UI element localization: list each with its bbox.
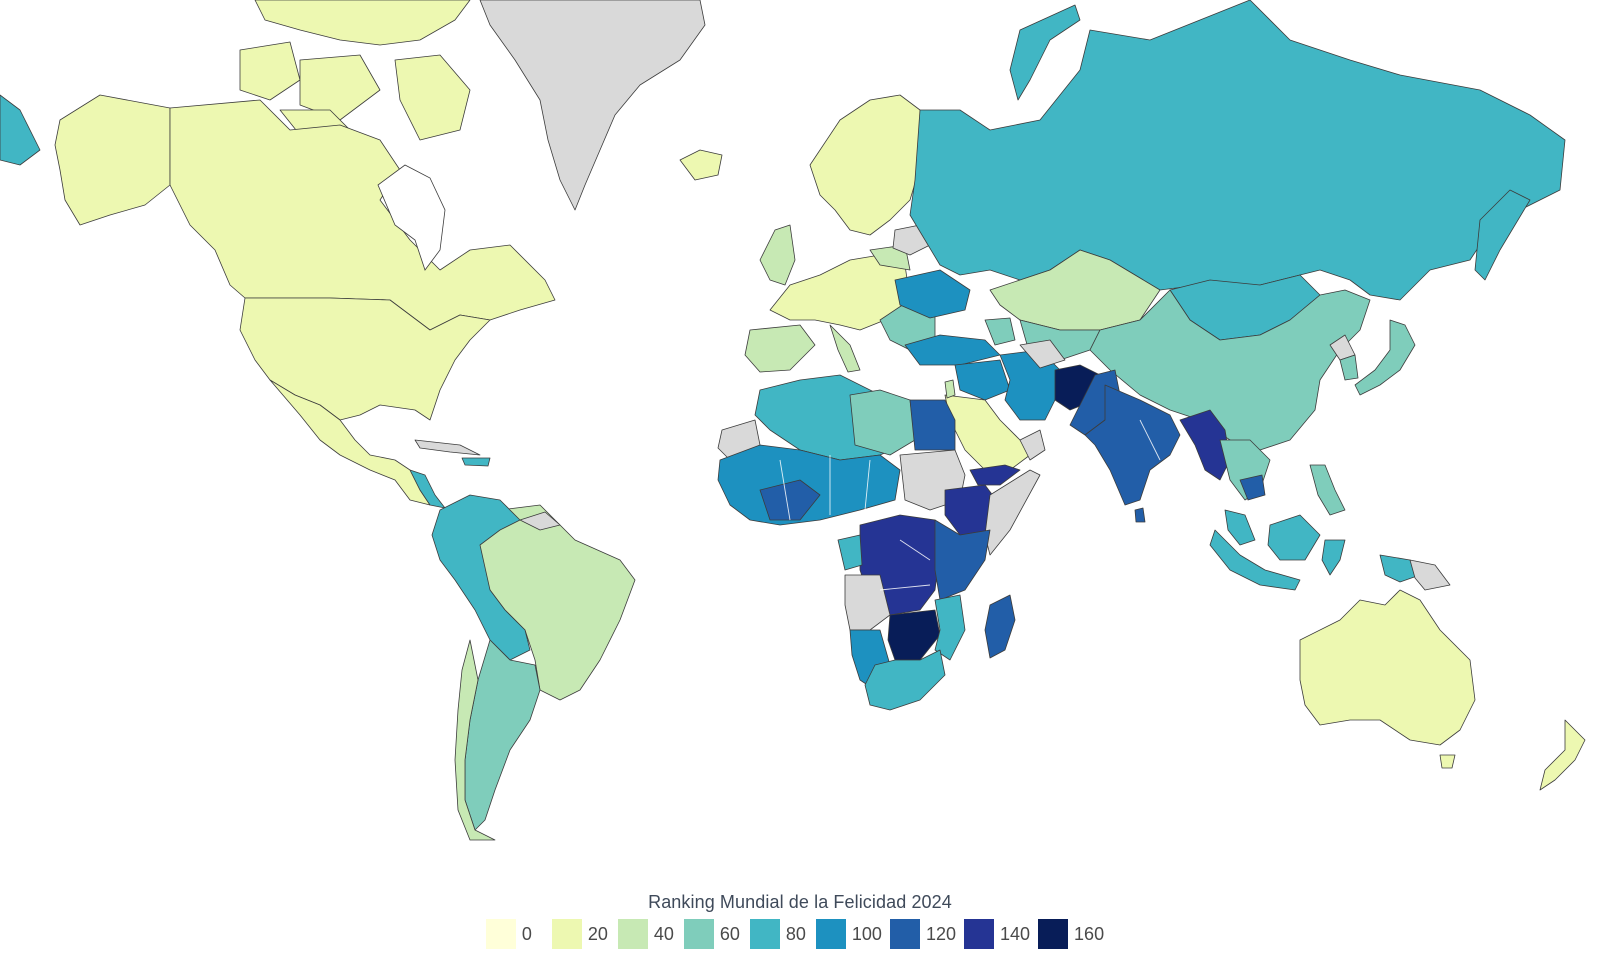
hudson-bay xyxy=(377,164,446,271)
region-egypt xyxy=(909,399,956,451)
legend-item[interactable]: 160 xyxy=(1038,919,1104,949)
region-syria-iraq xyxy=(954,359,1011,401)
legend-items: 0 20 40 60 80 100 120 140 160 xyxy=(0,919,1600,949)
region-libya xyxy=(849,389,916,456)
region-chukotka xyxy=(0,94,41,166)
region-madagascar xyxy=(984,594,1016,659)
legend: Ranking Mundial de la Felicidad 2024 0 20… xyxy=(0,892,1600,949)
legend-swatch xyxy=(815,919,846,949)
region-alaska xyxy=(54,94,171,226)
region-russia-kamchatka xyxy=(1474,189,1531,281)
region-indonesia xyxy=(1209,529,1301,591)
legend-swatch xyxy=(485,919,516,949)
region-mozambique xyxy=(934,594,966,661)
legend-label: 160 xyxy=(1074,923,1105,944)
legend-item[interactable]: 100 xyxy=(815,919,882,949)
legend-swatch xyxy=(964,919,994,949)
legend-swatch xyxy=(1038,919,1069,949)
legend-label: 60 xyxy=(719,923,740,944)
region-japan xyxy=(1354,319,1416,396)
region-caucasus xyxy=(984,317,1016,346)
region-caribbean xyxy=(461,457,491,467)
legend-item[interactable]: 140 xyxy=(964,919,1030,949)
legend-item[interactable]: 120 xyxy=(889,919,956,949)
region-east-africa xyxy=(934,519,991,601)
region-south-africa xyxy=(864,649,946,711)
region-tasmania xyxy=(1439,754,1456,769)
inner-borders xyxy=(779,419,1161,591)
region-greenland xyxy=(479,0,706,211)
region-png xyxy=(1409,559,1451,591)
region-yemen xyxy=(969,464,1021,486)
region-sulawesi xyxy=(1321,539,1346,576)
legend-item[interactable]: 40 xyxy=(617,919,676,949)
region-russia xyxy=(909,0,1566,301)
region-argentina xyxy=(464,639,541,831)
region-ukraine xyxy=(894,269,971,319)
region-cambodia xyxy=(1239,474,1266,501)
region-andes xyxy=(431,494,531,661)
legend-title: Ranking Mundial de la Felicidad 2024 xyxy=(648,892,952,912)
legend-label: 100 xyxy=(851,923,882,944)
region-papua xyxy=(1379,554,1421,583)
region-novaya-zemlya xyxy=(1009,4,1081,101)
legend-swatch xyxy=(749,919,780,949)
legend-item[interactable]: 80 xyxy=(749,919,808,949)
legend-swatch xyxy=(683,919,714,949)
region-sri-lanka xyxy=(1134,507,1146,523)
region-borneo xyxy=(1267,514,1321,561)
region-saudi-arabia xyxy=(944,394,1031,471)
region-kazakhstan xyxy=(989,249,1161,331)
legend-label: 40 xyxy=(653,923,674,944)
region-chile xyxy=(454,639,496,841)
legend-swatch xyxy=(551,919,582,949)
region-australia xyxy=(1299,589,1476,746)
region-west-africa xyxy=(717,444,901,526)
choropleth-svg xyxy=(0,0,1586,841)
region-israel xyxy=(944,379,956,399)
legend-item[interactable]: 20 xyxy=(551,919,610,949)
region-guianas xyxy=(519,511,561,531)
legend-label: 20 xyxy=(587,923,608,944)
region-oman xyxy=(1019,429,1046,461)
region-cuba xyxy=(414,439,481,456)
region-malaysia xyxy=(1224,509,1256,546)
legend-item[interactable]: 60 xyxy=(683,919,742,949)
region-india xyxy=(1084,384,1181,506)
legend-swatch xyxy=(889,919,920,949)
legend-item[interactable]: 0 xyxy=(485,919,544,949)
region-turkmenistan xyxy=(1019,339,1066,369)
region-gabon xyxy=(837,534,863,571)
legend-label: 120 xyxy=(925,923,956,944)
region-south-korea xyxy=(1339,354,1359,381)
region-canada xyxy=(169,99,556,331)
legend-label: 80 xyxy=(785,923,806,944)
region-zimbabwe xyxy=(887,609,941,661)
region-bangladesh-myanmar xyxy=(1179,409,1231,481)
legend-swatch xyxy=(617,919,648,949)
region-new-zealand xyxy=(1539,719,1586,791)
world-map xyxy=(0,0,1586,841)
region-philippines xyxy=(1309,464,1346,516)
legend-label: 0 xyxy=(521,923,532,944)
region-iceland xyxy=(679,149,723,181)
legend-label: 140 xyxy=(1000,923,1031,944)
region-sahel-dark xyxy=(759,479,821,521)
